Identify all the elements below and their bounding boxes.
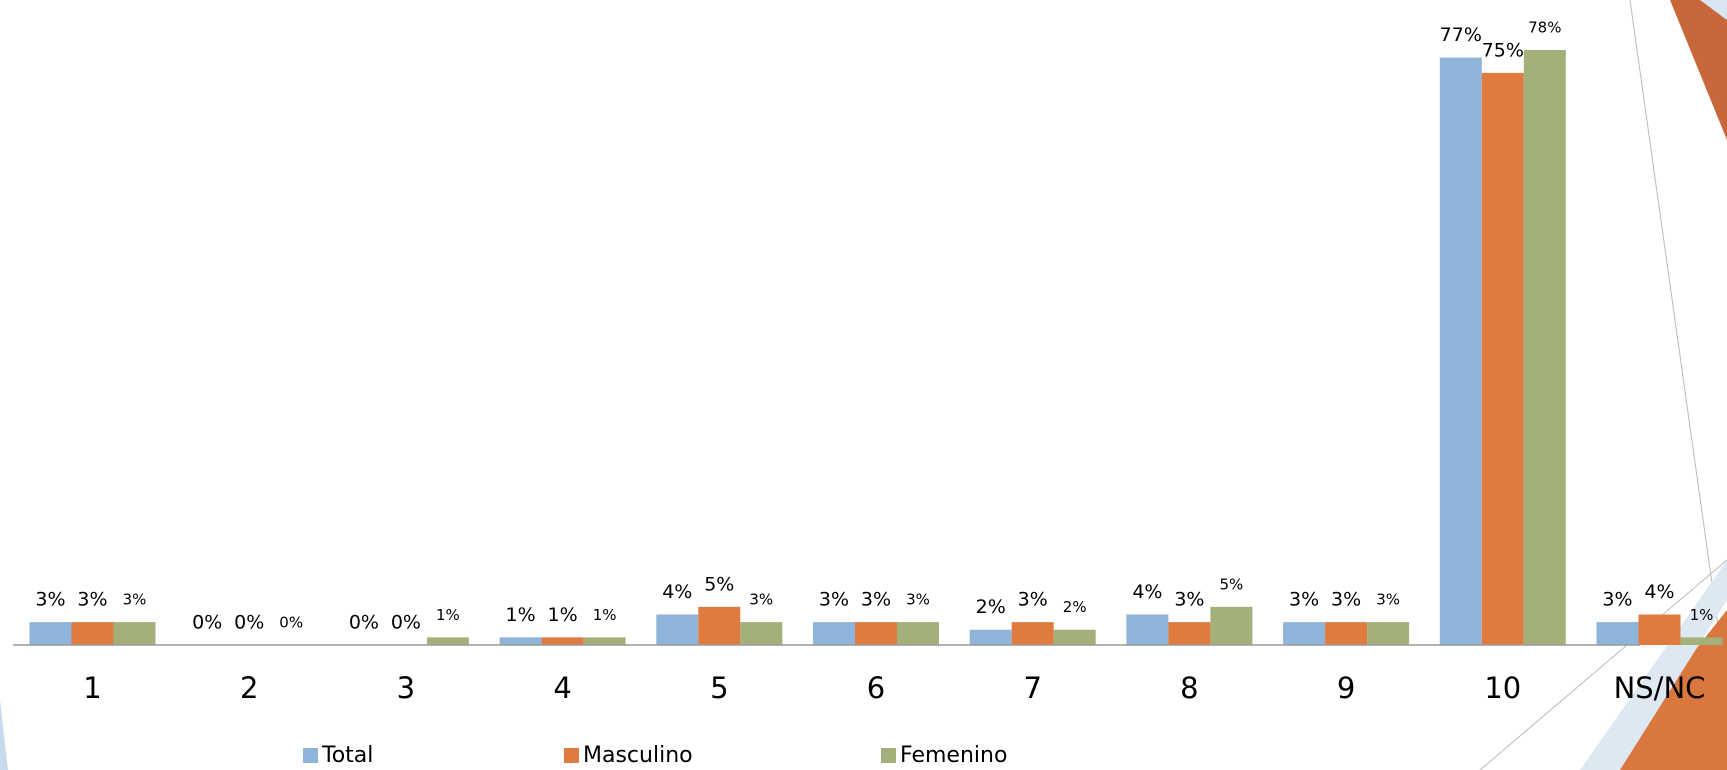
- bar: [1283, 622, 1326, 645]
- data-label: 3%: [1331, 589, 1361, 611]
- bar: [813, 622, 855, 645]
- bar: [1325, 622, 1368, 645]
- data-label: 3%: [1289, 589, 1319, 611]
- data-label: 0%: [192, 612, 222, 634]
- legend-label: Femenino: [900, 743, 1007, 768]
- data-label: 1%: [506, 604, 536, 626]
- bar: [1680, 637, 1723, 645]
- data-label: 0%: [279, 614, 303, 632]
- bar: [1053, 629, 1096, 645]
- data-label: 3%: [1376, 591, 1400, 609]
- data-label: 1%: [548, 604, 578, 626]
- bar: [29, 622, 72, 645]
- bar: [426, 637, 469, 645]
- data-label: 75%: [1482, 39, 1524, 61]
- data-label: 0%: [391, 612, 421, 634]
- x-tick-label: 10: [1484, 671, 1521, 705]
- data-label: 5%: [704, 573, 734, 595]
- x-tick-label: 3: [397, 671, 415, 705]
- bar: [698, 606, 741, 645]
- data-label: 77%: [1440, 24, 1482, 46]
- data-label: 1%: [436, 606, 460, 624]
- data-label: 0%: [234, 612, 264, 634]
- data-label: 3%: [1174, 589, 1204, 611]
- bar: [499, 637, 542, 645]
- data-label: 5%: [1220, 575, 1244, 593]
- bar: [1011, 622, 1054, 645]
- data-label: 1%: [1690, 606, 1714, 624]
- data-label: 3%: [35, 589, 65, 611]
- data-label: 2%: [976, 596, 1006, 618]
- bar: [1638, 614, 1681, 645]
- legend-marker: [564, 748, 579, 763]
- bar: [1481, 72, 1524, 645]
- x-tick-label: NS/NC: [1614, 671, 1706, 705]
- legend-label: Total: [321, 743, 373, 768]
- x-tick-label: 9: [1337, 671, 1355, 705]
- bar: [113, 622, 156, 645]
- plot-area: 1 3% 3% 3% 2 0% 0% 0% 3 0% 0% 1% 4 1% 1% 1% 5 4% 5% 3% 6 3% 3%…: [13, 19, 1723, 768]
- bar: [541, 637, 584, 645]
- data-label: 0%: [349, 612, 379, 634]
- data-label: 3%: [861, 589, 891, 611]
- x-tick-label: 5: [710, 671, 728, 705]
- data-label: 3%: [906, 591, 930, 609]
- x-tick-label: 2: [240, 671, 258, 705]
- bar: [1523, 50, 1566, 645]
- bar: [969, 629, 1012, 645]
- data-label: 3%: [749, 591, 773, 609]
- data-label: 3%: [819, 589, 849, 611]
- bar: [583, 637, 626, 645]
- data-label: 4%: [662, 581, 692, 603]
- bar: [1168, 622, 1211, 645]
- data-label: 4%: [1644, 581, 1674, 603]
- data-label: 78%: [1528, 19, 1561, 37]
- legend-marker: [303, 748, 318, 763]
- data-label: 3%: [1018, 589, 1048, 611]
- x-tick-label: 6: [867, 671, 885, 705]
- bar: [740, 622, 783, 645]
- data-label: 3%: [77, 589, 107, 611]
- data-label: 3%: [1602, 589, 1632, 611]
- bar: [897, 622, 939, 645]
- bar: [71, 622, 114, 645]
- x-tick-label: 8: [1180, 671, 1198, 705]
- data-label: 1%: [593, 606, 617, 624]
- legend-marker: [881, 748, 896, 763]
- data-label: 2%: [1063, 598, 1087, 616]
- bar: [1210, 606, 1253, 645]
- bar: [1439, 57, 1482, 646]
- legend-label: Masculino: [583, 743, 693, 768]
- bar: [1367, 622, 1410, 645]
- data-label: 3%: [123, 591, 147, 609]
- x-tick-label: 1: [83, 671, 101, 705]
- x-tick-label: 4: [553, 671, 571, 705]
- bar: [656, 614, 699, 645]
- bar: [1596, 622, 1639, 645]
- data-label: 4%: [1132, 581, 1162, 603]
- x-tick-label: 7: [1023, 671, 1041, 705]
- bar: [855, 622, 897, 645]
- bar: [1126, 614, 1169, 645]
